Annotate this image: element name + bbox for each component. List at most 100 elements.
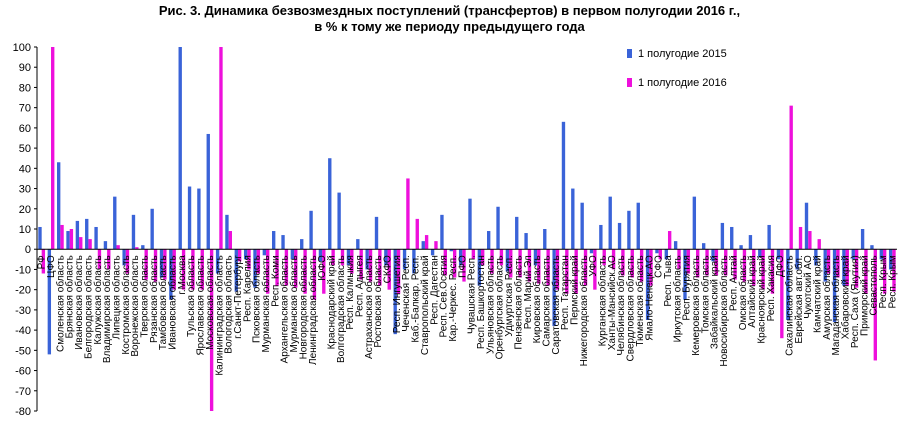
y-tick-label: 40: [19, 163, 31, 175]
bar-h1-2016: [125, 249, 130, 274]
bar-h1-2015: [617, 222, 622, 250]
bar-h1-2016: [574, 249, 578, 294]
bar-h1-2016: [667, 231, 672, 250]
bar-h1-2016: [209, 249, 214, 411]
bar-h1-2016: [322, 249, 326, 294]
bar-h1-2016: [780, 249, 784, 339]
category-label: Нижегородская область: [578, 255, 590, 366]
bar-h1-2016: [649, 249, 653, 286]
category-label: Самарская область: [540, 255, 552, 346]
bar-h1-2016: [350, 249, 354, 274]
bar-h1-2016: [275, 249, 279, 286]
bar-h1-2015: [851, 249, 855, 260]
legend-label: 1 полугодие 2015: [638, 48, 727, 60]
bar-h1-2016: [733, 249, 737, 280]
bar-h1-2015: [421, 241, 425, 250]
bar-h1-2015: [832, 249, 837, 323]
bar-h1-2016: [761, 249, 765, 290]
category-label: Чувашская Респ.: [467, 255, 478, 334]
bar-h1-2015: [524, 233, 528, 250]
bar-h1-2016: [864, 249, 868, 294]
category-label: Московская область: [204, 255, 216, 350]
bar-h1-2015: [449, 249, 453, 252]
category-label: Новгородская область: [297, 255, 309, 359]
bar-h1-2015: [150, 208, 154, 250]
bar-h1-2015: [440, 214, 444, 250]
bar-h1-2016: [583, 249, 588, 286]
category-label: Липецкая область: [110, 255, 122, 339]
bar-h1-2015: [290, 249, 295, 260]
bar-h1-2016: [705, 249, 709, 276]
category-label: Ленинградская область: [307, 255, 319, 365]
category-label: Респ. Крым: [887, 255, 898, 308]
bar-h1-2016: [714, 249, 719, 276]
category-label: Респ. Хакасия: [766, 255, 777, 321]
bar-h1-2016: [452, 249, 457, 278]
bar-h1-2015: [561, 121, 566, 250]
bar-h1-2015: [374, 216, 379, 250]
category-label: Тюменская область: [634, 255, 646, 346]
category-label: Псковская область: [251, 255, 263, 343]
bar-h1-2015: [178, 47, 182, 250]
bar-h1-2015: [804, 202, 809, 250]
category-label: Респ. Карелия: [242, 255, 253, 322]
bar-h1-2016: [742, 249, 747, 282]
bar-h1-2015: [589, 249, 594, 254]
bar-h1-2016: [696, 249, 700, 278]
bar-h1-2016: [51, 47, 55, 250]
category-label: Ямало-Ненецк.АО: [644, 255, 655, 341]
bar-h1-2016: [135, 247, 139, 250]
bar-h1-2016: [789, 105, 793, 250]
category-label: Севастополь: [869, 255, 880, 315]
bar-h1-2016: [60, 224, 64, 250]
bar-h1-2015: [253, 249, 257, 288]
category-label: Челябинская область: [615, 255, 627, 355]
bar-h1-2016: [88, 239, 92, 250]
category-label: Забайкальский край: [709, 255, 721, 349]
bar-h1-2016: [163, 249, 167, 280]
category-label: Респ. Коми: [270, 255, 281, 307]
category-label: Ивановская область: [167, 255, 179, 350]
y-tick-label: 90: [19, 62, 31, 74]
category-label: Респ. Саха (Якутия): [850, 255, 861, 348]
category-label: Респ. Ингушетия: [392, 255, 403, 333]
category-label: Чукотский АО: [803, 255, 814, 319]
category-label: Приморский край: [859, 255, 870, 336]
bar-h1-2016: [462, 249, 466, 282]
bar-h1-2016: [107, 249, 111, 270]
category-label: Архангельская область: [279, 255, 291, 363]
bar-h1-2015: [103, 241, 108, 250]
bar-h1-2015: [215, 249, 220, 274]
bar-h1-2016: [153, 249, 158, 282]
bar-h1-2016: [181, 249, 186, 290]
category-label: Рязанская область: [148, 255, 160, 343]
bar-h1-2016: [817, 239, 821, 250]
category-label: Тульская область: [185, 255, 197, 337]
y-tick-label: 30: [19, 184, 31, 196]
category-label: УФО: [588, 255, 599, 277]
bar-h1-2015: [458, 249, 463, 266]
bar-h1-2015: [627, 210, 631, 250]
chart-title: Рис. 3. Динамика безвозмездных поступлен…: [158, 3, 741, 18]
bar-h1-2015: [702, 243, 706, 250]
y-tick-label: -80: [15, 406, 31, 418]
bar-h1-2016: [471, 249, 476, 260]
y-tick-label: -50: [15, 345, 31, 357]
category-label: Респ. Крым: [878, 255, 889, 308]
bar-h1-2015: [711, 249, 715, 262]
bar-h1-2016: [312, 249, 317, 300]
bar-h1-2016: [630, 249, 634, 278]
bar-h1-2015: [814, 249, 818, 266]
category-label: СФО: [654, 255, 665, 278]
bar-h1-2015: [197, 188, 201, 250]
bar-h1-2016: [340, 249, 345, 266]
bar-h1-2016: [97, 249, 102, 270]
bar-h1-2016: [509, 249, 513, 278]
bar-h1-2016: [144, 249, 148, 280]
bar-h1-2015: [318, 249, 323, 262]
category-label: Респ. Татарстан: [560, 255, 571, 330]
bar-h1-2016: [359, 249, 363, 280]
bar-h1-2015: [664, 249, 668, 260]
bar-h1-2015: [393, 249, 397, 335]
category-label: Тамбовская область: [157, 255, 169, 350]
